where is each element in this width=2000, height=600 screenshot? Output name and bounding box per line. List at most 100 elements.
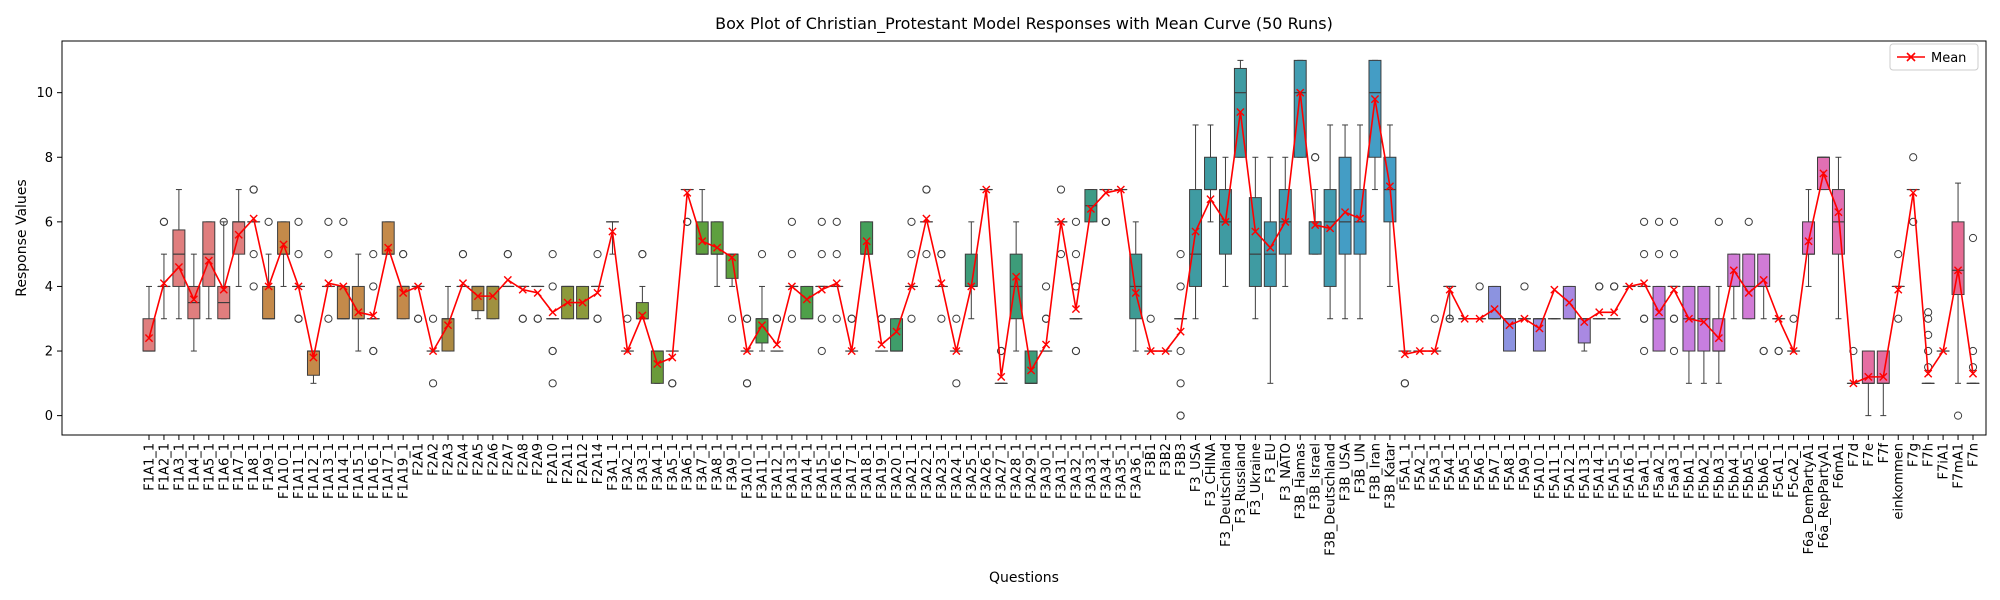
- outlier-point: [1610, 282, 1619, 291]
- box-F3A6_1: [680, 188, 694, 226]
- box-F1A1_1: [142, 285, 156, 352]
- mean-marker: [1400, 350, 1409, 359]
- outlier-point: [832, 250, 841, 259]
- outlier-point: [742, 314, 752, 323]
- mean-marker: [1744, 288, 1753, 297]
- x-tick-label: F7d: [1847, 443, 1862, 467]
- box-F5aA2_1: [1652, 217, 1666, 352]
- x-tick-label: F3A33_1: [1084, 443, 1099, 499]
- box-iqr: [800, 285, 814, 320]
- x-tick-label: F2A7: [501, 443, 516, 476]
- x-tick-label: F5A5_1: [1458, 443, 1473, 491]
- y-tick-label: 6: [45, 215, 53, 230]
- mean-marker: [354, 308, 363, 317]
- outlier-point: [668, 379, 677, 388]
- x-tick-label: F5cA2_1: [1787, 443, 1802, 498]
- x-tick-label: F3_EU: [1264, 443, 1279, 483]
- outlier-point: [1041, 282, 1051, 291]
- outlier-point: [1595, 282, 1604, 291]
- box-F1A8_1: [247, 185, 261, 291]
- mean-marker: [997, 372, 1006, 381]
- mean-marker: [1550, 285, 1559, 294]
- box-F3_CHINA: [1204, 124, 1217, 223]
- box-iqr: [650, 350, 664, 384]
- x-tick-label: F3_Deutschland: [1219, 443, 1234, 547]
- mean-marker: [1430, 346, 1439, 356]
- x-tick-label: F5A13_1: [1578, 443, 1593, 499]
- mean-marker: [1340, 208, 1350, 217]
- x-tick-label: F1A8_1: [247, 443, 262, 491]
- mean-marker: [1146, 346, 1155, 356]
- outlier-point: [683, 217, 692, 226]
- mean-marker: [234, 230, 243, 239]
- outlier-point: [264, 217, 273, 226]
- outlier-point: [922, 185, 931, 194]
- x-tick-label: F3B_Katar: [1383, 442, 1398, 508]
- mean-marker: [144, 334, 154, 343]
- mean-marker: [1355, 214, 1365, 223]
- box-F1A7_1: [232, 189, 246, 287]
- mean-marker: [1071, 304, 1081, 314]
- box-F3A1_1: [605, 221, 619, 255]
- mean-marker: [1849, 379, 1858, 388]
- box-F3A36_1: [1129, 221, 1143, 352]
- x-tick-label: F3A27_1: [995, 443, 1010, 499]
- x-tick-label: F3A20_1: [890, 443, 905, 499]
- mean-marker: [698, 237, 707, 246]
- box-F3B_UN: [1353, 124, 1367, 320]
- x-tick-label: F3B_Iran: [1368, 443, 1383, 500]
- outlier-point: [1101, 217, 1110, 226]
- outlier-point: [324, 314, 333, 323]
- box-F1A6_1: [217, 217, 231, 320]
- x-tick-label: F3A31_1: [1055, 443, 1070, 499]
- mean-marker: [219, 285, 228, 294]
- x-tick-label: F1A19_1: [397, 443, 412, 499]
- box-F5A10_1: [1532, 318, 1546, 352]
- mean-marker: [1639, 279, 1649, 288]
- outlier-point: [1146, 314, 1155, 323]
- outlier-point: [369, 282, 378, 291]
- outlier-point: [593, 250, 602, 259]
- box-F3B_Deutschland: [1323, 124, 1337, 320]
- x-tick-label: F5A9_1: [1518, 443, 1533, 491]
- box-iqr: [860, 221, 874, 255]
- box-iqr: [1951, 221, 1965, 296]
- mean-marker: [713, 243, 722, 252]
- box-F1A17_1: [381, 221, 395, 255]
- mean-marker: [922, 214, 931, 223]
- box-F2A9: [531, 285, 545, 323]
- x-tick-label: F1A16_1: [367, 443, 382, 499]
- mean-marker: [1968, 369, 1978, 378]
- outlier-point: [369, 250, 378, 259]
- mean-marker: [907, 282, 916, 291]
- outlier-point: [1654, 217, 1664, 226]
- box-F7g: [1906, 153, 1920, 226]
- y-tick-label: 10: [36, 86, 53, 101]
- y-tick-label: 0: [45, 409, 53, 424]
- x-tick-label: F5aA2_1: [1653, 443, 1668, 499]
- mean-marker: [189, 295, 198, 304]
- x-tick-label: F3B_Israel: [1309, 443, 1324, 510]
- outlier-point: [324, 217, 333, 226]
- mean-marker: [384, 243, 393, 252]
- x-tick-label: F3A30_1: [1040, 443, 1055, 499]
- x-tick-label: F2A2: [427, 443, 442, 476]
- mean-marker: [1625, 282, 1634, 291]
- outlier-point: [1475, 282, 1484, 291]
- mean-marker: [877, 340, 886, 349]
- x-axis: F1A1_1 F1A2_1 F1A3_1 F1A4_1 F1A5_1 F1A6_1 F1A7…: [143, 435, 1982, 556]
- y-tick-label: 2: [45, 345, 53, 360]
- x-tick-label: F3A10_1: [741, 443, 756, 499]
- x-tick-label: F3A32_1: [1069, 443, 1084, 499]
- x-tick-label: F1A17_1: [382, 443, 397, 499]
- box-iqr: [277, 221, 291, 255]
- x-tick-label: F3B_UN: [1354, 443, 1369, 493]
- box-iqr: [1368, 59, 1382, 158]
- mean-marker: [1056, 217, 1066, 226]
- x-tick-label: F7h: [1922, 443, 1937, 467]
- box-F3A3_1: [635, 250, 649, 320]
- plot-area: [142, 59, 1980, 420]
- mean-marker: [1610, 308, 1619, 317]
- mean-marker: [1266, 243, 1275, 252]
